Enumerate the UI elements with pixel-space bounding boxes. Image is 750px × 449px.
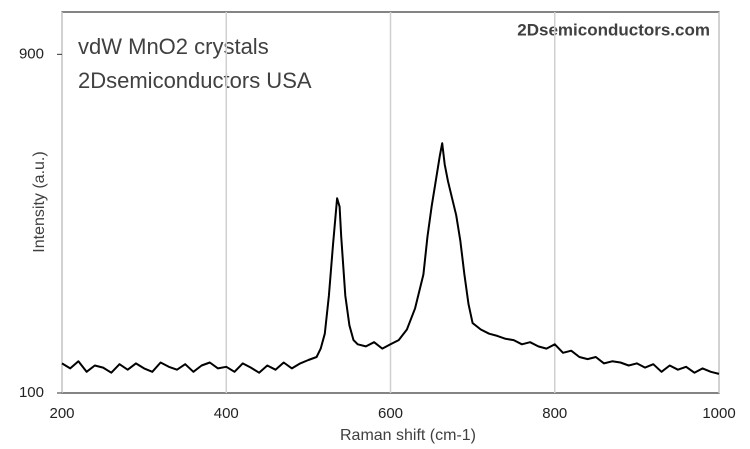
x-tick-label: 600 [378,405,403,422]
y-tick-label: 900 [19,45,44,62]
chart-title: vdW MnO2 crystals [78,34,269,59]
spectrum-line [61,142,720,375]
chart-subtitle: 2Dsemiconductors USA [78,68,312,93]
x-tick-label: 400 [214,405,239,422]
x-axis-label: Raman shift (cm-1) [340,427,476,444]
y-tick-label: 100 [19,384,44,401]
x-tick-label: 1000 [702,405,735,422]
y-axis-label: Intensity (a.u.) [31,151,48,252]
x-tick-label: 800 [542,405,567,422]
x-tick-label: 200 [49,405,74,422]
watermark: 2Dsemiconductors.com [517,20,710,39]
